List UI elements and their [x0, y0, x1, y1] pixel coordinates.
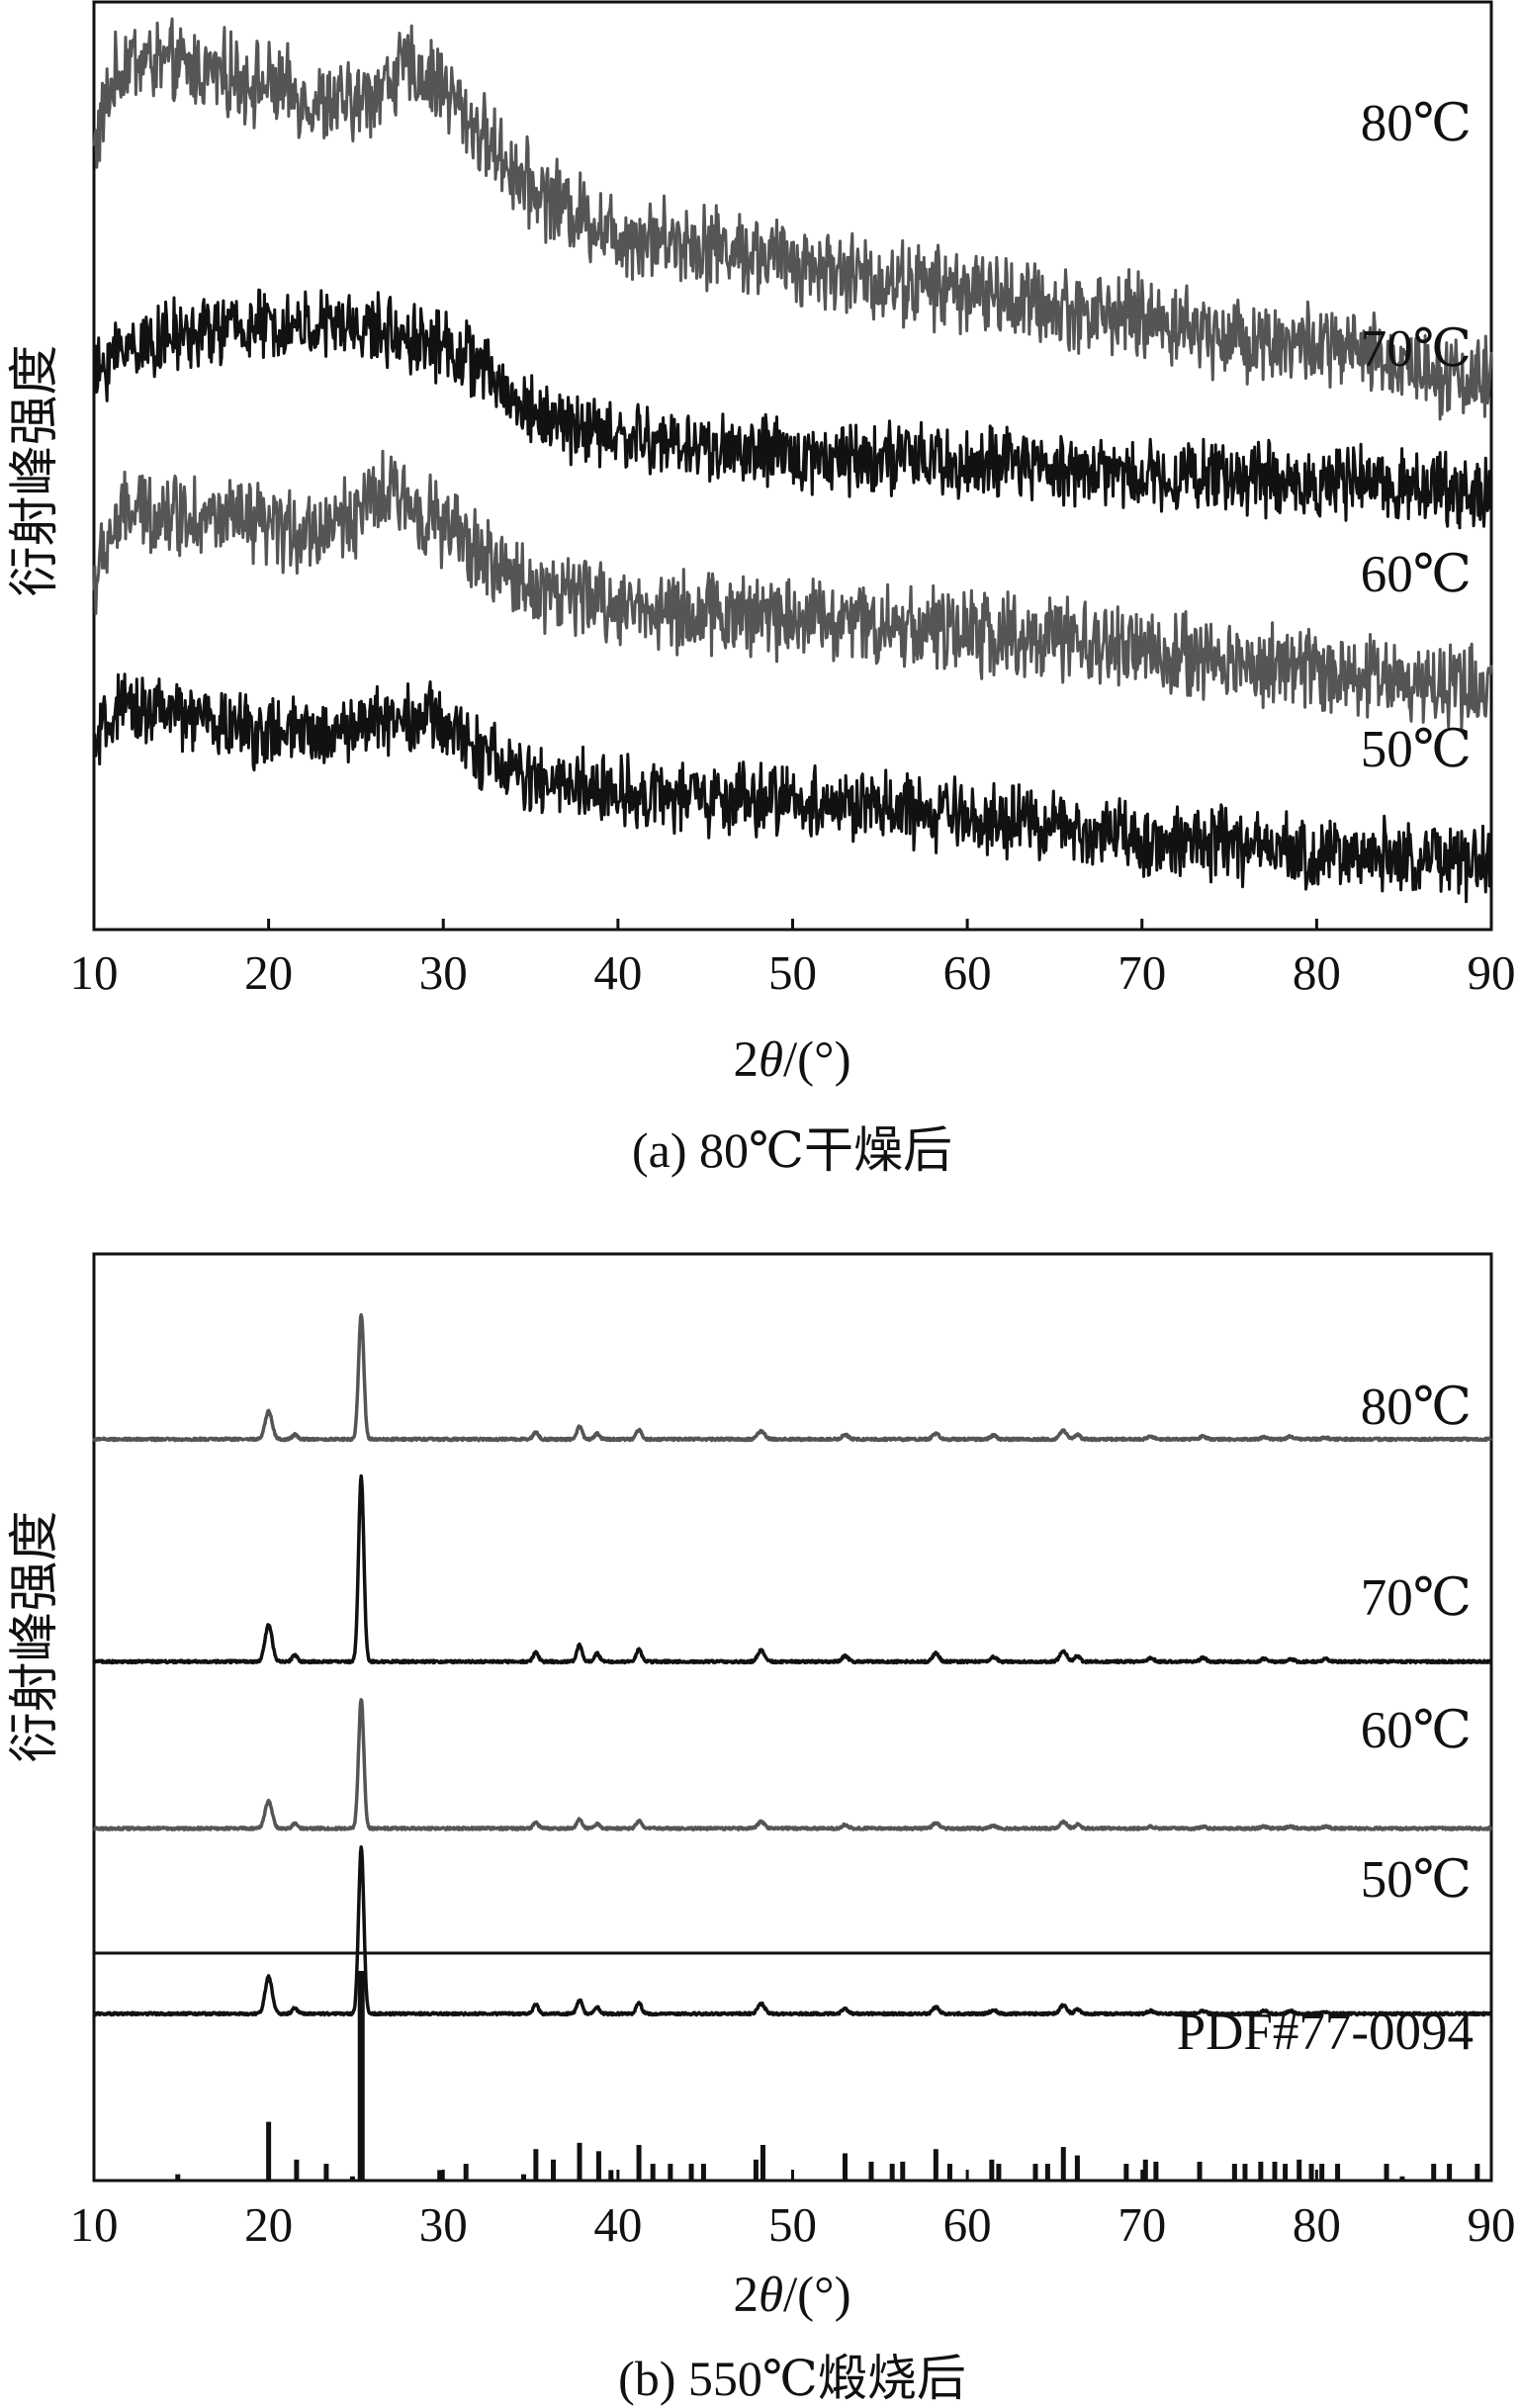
panel-a-series-label-60: 60℃: [1361, 546, 1472, 603]
panel-a-series-label-70: 70℃: [1361, 320, 1472, 378]
panel-b-x-axis-label-theta: θ: [759, 2268, 783, 2323]
panel-b-series-line-2: [92, 1698, 1493, 1831]
panel-a-series-line-3: [92, 672, 1493, 904]
panel-a-series-line-2: [92, 449, 1493, 730]
panel-a-x-axis-label: 2θ/(°): [733, 1032, 850, 1088]
panel-b-series-line-3: [92, 1845, 1493, 2017]
panel-a-x-tick-label-30: 30: [419, 945, 468, 1000]
panel-b-series-label-70: 70℃: [1361, 1569, 1472, 1627]
panel-b-x-tick-label-10: 10: [70, 2197, 119, 2252]
panel-a-y-axis-label: 衍射峰强度: [8, 344, 63, 596]
panel-a-series-line-1: [92, 288, 1493, 530]
panel-a-x-tick-label-90: 90: [1468, 945, 1516, 1000]
panel-a-series-label-80: 80℃: [1361, 95, 1472, 152]
panel-a-series-line-0: [92, 17, 1493, 421]
panel-b-x-tick-label-90: 90: [1468, 2197, 1516, 2252]
panel-b-y-axis-label: 衍射峰强度: [8, 1510, 63, 1762]
panel-a-x-tick-label-60: 60: [943, 945, 992, 1000]
panel-b-x-tick-label-60: 60: [943, 2197, 992, 2252]
panel-b-reference-sticks: [175, 1971, 1480, 2181]
panel-a-x-tick-label-50: 50: [768, 945, 817, 1000]
panel-b-x-tick-label-30: 30: [419, 2197, 468, 2252]
panel-b-x-tick-label-50: 50: [768, 2197, 817, 2252]
panel-a-x-ticks: 10 20 30 40 50 60 70 80 90: [70, 919, 1516, 1000]
panel-a-series-layer: [92, 17, 1493, 904]
panel-b-x-tick-label-40: 40: [593, 2197, 642, 2252]
panel-a-chart: 10 20 30 40 50 60 70 80 90 80℃ 70℃ 60℃ 50℃ 衍射峰强度…: [8, 0, 1516, 1178]
panel-a-x-tick-label-70: 70: [1118, 945, 1166, 1000]
panel-b-x-axis-label-prefix: 2: [733, 2268, 759, 2323]
panel-a-x-tick-label-80: 80: [1293, 945, 1341, 1000]
panel-a-series-label-50: 50℃: [1361, 721, 1472, 778]
panel-b-series-line-1: [92, 1473, 1493, 1665]
panel-b-x-tick-label-80: 80: [1293, 2197, 1341, 2252]
panel-b-caption: (b) 550℃煅烧后: [618, 2351, 966, 2406]
panel-a-x-axis-label-suffix: /(°): [783, 1032, 851, 1088]
panel-a-x-tick-label-20: 20: [244, 945, 293, 1000]
panel-b-x-axis-label-suffix: /(°): [783, 2268, 851, 2323]
panel-b-series-label-50: 50℃: [1361, 1851, 1472, 1909]
panel-b-x-ticks: 10 20 30 40 50 60 70 80 90: [70, 2170, 1516, 2252]
panel-b-x-tick-label-20: 20: [244, 2197, 293, 2252]
panel-a-x-tick-label-40: 40: [593, 945, 642, 1000]
panel-a-x-tick-label-10: 10: [70, 945, 119, 1000]
panel-b-chart: 10 20 30 40 50 60 70 80 90 80℃ 70℃ 60℃ 50℃ PDF#7…: [8, 1252, 1516, 2406]
panel-b-x-tick-label-70: 70: [1118, 2197, 1166, 2252]
panel-a-x-axis-label-prefix: 2: [733, 1032, 759, 1088]
panel-b-x-axis-label: 2θ/(°): [733, 2268, 850, 2323]
panel-b-series-layer: [92, 1312, 1493, 2017]
panel-b-series-line-0: [92, 1312, 1493, 1443]
panel-a-caption: (a) 80℃干燥后: [632, 1122, 952, 1178]
panel-b-series-label-80: 80℃: [1361, 1379, 1472, 1436]
panel-b-reference-label: PDF#77-0094: [1177, 2004, 1474, 2061]
panel-b-series-label-60: 60℃: [1361, 1702, 1472, 1759]
panel-a-x-axis-label-theta: θ: [759, 1032, 783, 1088]
